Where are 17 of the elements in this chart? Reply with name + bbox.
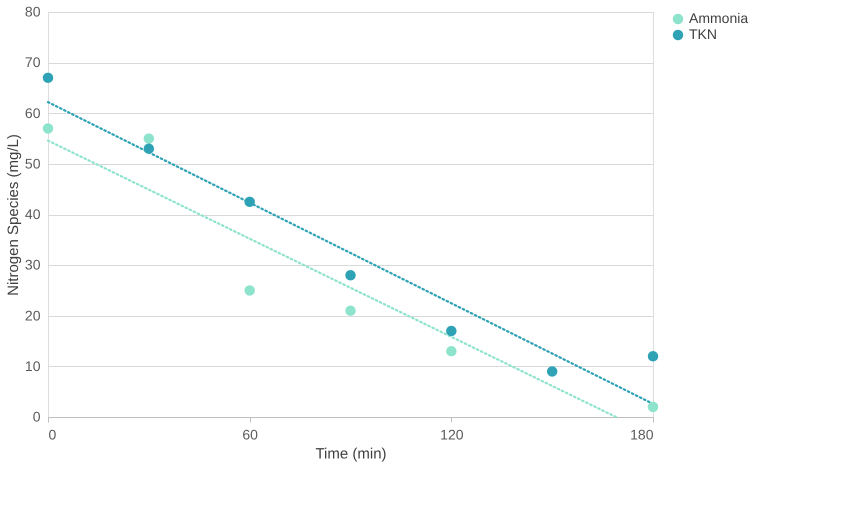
y-tick-label: 10 bbox=[24, 358, 41, 374]
y-tick-label: 30 bbox=[24, 256, 41, 273]
y-tick-label: 50 bbox=[24, 155, 41, 172]
y-tick-label: 0 bbox=[32, 408, 41, 424]
y-axis-title: Nitrogen Species (mg/L) bbox=[4, 134, 22, 296]
y-tick-label: 40 bbox=[24, 206, 41, 222]
x-tick-label: 0 bbox=[48, 426, 56, 442]
x-tick-label: 60 bbox=[242, 426, 258, 442]
y-tick-label: 60 bbox=[24, 104, 41, 121]
legend-label: Ammonia bbox=[689, 10, 748, 26]
x-tick-label: 120 bbox=[440, 426, 464, 442]
y-tick-label: 70 bbox=[24, 54, 41, 70]
y-tick-label: 80 bbox=[24, 4, 41, 20]
legend-label: TKN bbox=[689, 26, 717, 42]
x-axis-title: Time (min) bbox=[315, 446, 387, 462]
x-tick-label: 180 bbox=[630, 426, 654, 442]
y-tick-label: 20 bbox=[24, 307, 41, 324]
